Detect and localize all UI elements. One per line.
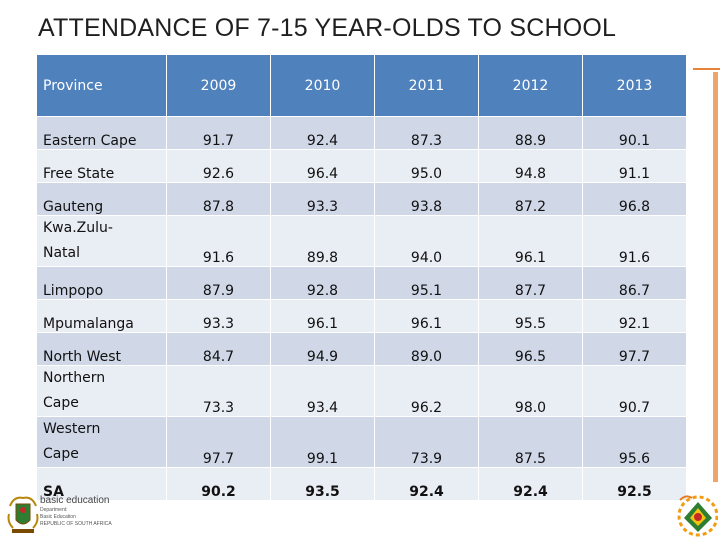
value-cell: 97.7 xyxy=(166,416,271,468)
province-cell: Northern Cape xyxy=(36,365,167,417)
value-cell: 91.6 xyxy=(166,215,271,267)
table-row: North West 84.7 94.9 89.0 96.5 97.7 xyxy=(36,332,687,366)
province-line: Kwa.Zulu- xyxy=(43,220,113,236)
value-cell: 92.1 xyxy=(582,299,687,333)
header-province: Province xyxy=(36,54,167,117)
value-cell: 88.9 xyxy=(478,116,583,150)
province-cell: SA xyxy=(36,467,167,501)
accent-line xyxy=(693,68,720,70)
value-cell: 87.5 xyxy=(478,416,583,468)
province-line: Cape xyxy=(43,395,79,411)
province-line: Cape xyxy=(43,446,79,462)
value-cell: 94.8 xyxy=(478,149,583,183)
value-cell: 90.7 xyxy=(582,365,687,417)
province-line: Northern xyxy=(43,370,106,386)
value-cell: 73.9 xyxy=(374,416,479,468)
value-cell: 92.6 xyxy=(166,149,271,183)
table-row: Western Cape 97.7 99.1 73.9 87.5 95.6 xyxy=(36,416,687,468)
coat-of-arms-icon xyxy=(7,496,39,533)
value-cell: 92.4 xyxy=(270,116,375,150)
value-cell: 95.5 xyxy=(478,299,583,333)
value-cell: 92.4 xyxy=(478,467,583,501)
value-cell: 87.9 xyxy=(166,266,271,300)
value-cell: 96.4 xyxy=(270,149,375,183)
table-row: Limpopo 87.9 92.8 95.1 87.7 86.7 xyxy=(36,266,687,300)
value-cell: 96.5 xyxy=(478,332,583,366)
province-cell: Kwa.Zulu- Natal xyxy=(36,215,167,267)
value-cell: 98.0 xyxy=(478,365,583,417)
value-cell: 96.1 xyxy=(478,215,583,267)
province-cell: Mpumalanga xyxy=(36,299,167,333)
header-year: 2013 xyxy=(582,54,687,117)
value-cell: 93.3 xyxy=(270,182,375,216)
value-cell: 94.9 xyxy=(270,332,375,366)
province-cell: North West xyxy=(36,332,167,366)
value-cell: 89.8 xyxy=(270,215,375,267)
value-cell: 96.1 xyxy=(374,299,479,333)
value-cell: 91.1 xyxy=(582,149,687,183)
logo-line: Basic Education xyxy=(40,514,76,520)
attendance-table: Province 2009 2010 2011 2012 2013 Easter… xyxy=(36,54,687,501)
value-cell: 96.8 xyxy=(582,182,687,216)
value-cell: 96.2 xyxy=(374,365,479,417)
table-row: Free State 92.6 96.4 95.0 94.8 91.1 xyxy=(36,149,687,183)
value-cell: 96.1 xyxy=(270,299,375,333)
value-cell: 97.7 xyxy=(582,332,687,366)
value-cell: 92.5 xyxy=(582,467,687,501)
value-cell: 73.3 xyxy=(166,365,271,417)
table-row: Gauteng 87.8 93.3 93.8 87.2 96.8 xyxy=(36,182,687,216)
province-cell: Gauteng xyxy=(36,182,167,216)
value-cell: 90.1 xyxy=(582,116,687,150)
value-cell: 87.2 xyxy=(478,182,583,216)
value-cell: 95.6 xyxy=(582,416,687,468)
value-cell: 92.8 xyxy=(270,266,375,300)
table-row: Eastern Cape 91.7 92.4 87.3 88.9 90.1 xyxy=(36,116,687,150)
province-line: Natal xyxy=(43,245,81,261)
value-cell: 93.3 xyxy=(166,299,271,333)
value-cell: 99.1 xyxy=(270,416,375,468)
province-cell: Free State xyxy=(36,149,167,183)
value-cell: 87.8 xyxy=(166,182,271,216)
table-row: Northern Cape 73.3 93.4 96.2 98.0 90.7 xyxy=(36,365,687,417)
province-line: Western xyxy=(43,421,101,437)
logo-main-text: basic education xyxy=(40,495,110,506)
value-cell: 84.7 xyxy=(166,332,271,366)
province-cell: Western Cape xyxy=(36,416,167,468)
header-year: 2009 xyxy=(166,54,271,117)
value-cell: 89.0 xyxy=(374,332,479,366)
logo-line: Department: xyxy=(40,507,68,513)
accent-bar xyxy=(713,72,718,482)
value-cell: 87.3 xyxy=(374,116,479,150)
logo-line: REPUBLIC OF SOUTH AFRICA xyxy=(40,521,112,527)
table-header-row: Province 2009 2010 2011 2012 2013 xyxy=(36,54,687,117)
province-cell: Eastern Cape xyxy=(36,116,167,150)
header-year: 2011 xyxy=(374,54,479,117)
slide-title: ATTENDANCE OF 7-15 YEAR-OLDS TO SCHOOL xyxy=(38,14,617,42)
table-row: Mpumalanga 93.3 96.1 96.1 95.5 92.1 xyxy=(36,299,687,333)
value-cell: 95.0 xyxy=(374,149,479,183)
value-cell: 93.8 xyxy=(374,182,479,216)
value-cell: 94.0 xyxy=(374,215,479,267)
value-cell: 93.5 xyxy=(270,467,375,501)
province-cell: Limpopo xyxy=(36,266,167,300)
value-cell: 91.7 xyxy=(166,116,271,150)
value-cell: 90.2 xyxy=(166,467,271,501)
header-year: 2010 xyxy=(270,54,375,117)
value-cell: 92.4 xyxy=(374,467,479,501)
anniversary-emblem-icon xyxy=(677,495,718,537)
table-row: Kwa.Zulu- Natal 91.6 89.8 94.0 96.1 91.6 xyxy=(36,215,687,267)
value-cell: 95.1 xyxy=(374,266,479,300)
header-year: 2012 xyxy=(478,54,583,117)
value-cell: 91.6 xyxy=(582,215,687,267)
value-cell: 87.7 xyxy=(478,266,583,300)
table-row-total: SA 90.2 93.5 92.4 92.4 92.5 xyxy=(36,467,687,501)
department-logo: basic education Department: Basic Educat… xyxy=(40,496,112,527)
value-cell: 86.7 xyxy=(582,266,687,300)
value-cell: 93.4 xyxy=(270,365,375,417)
